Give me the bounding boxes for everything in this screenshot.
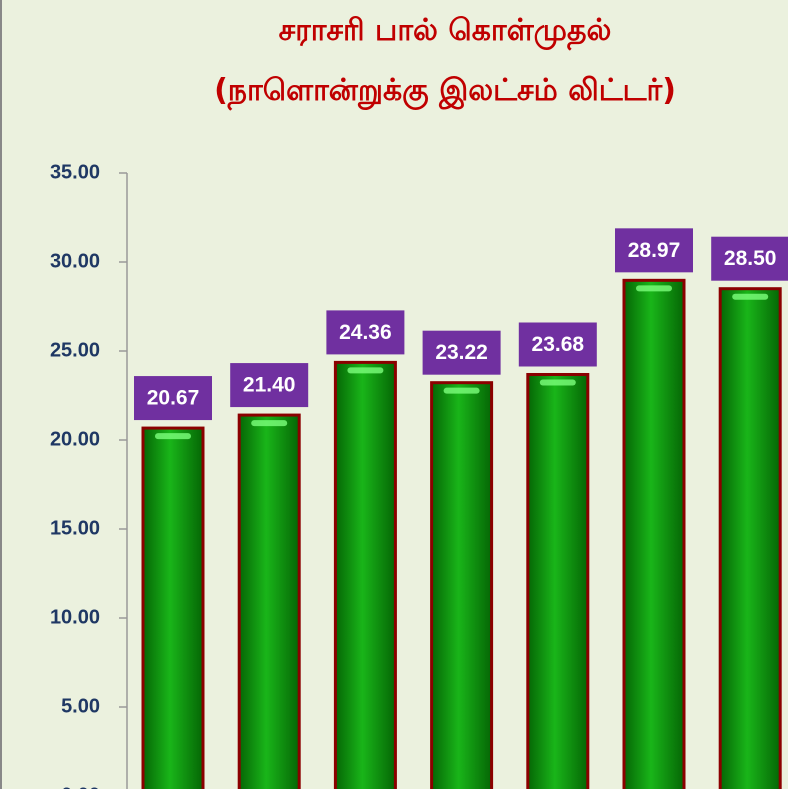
value-label-box — [518, 322, 597, 367]
y-tick-label: 10.00 — [50, 606, 100, 628]
value-label-box — [615, 228, 693, 273]
chart-title: சராசரி பால் கொள்முதல் — [279, 13, 612, 51]
bar — [718, 287, 782, 789]
bar — [526, 372, 590, 789]
bar-highlight — [155, 433, 191, 440]
value-label: 23.22 — [435, 341, 488, 364]
value-label: 28.97 — [628, 239, 681, 262]
y-tick-label: 5.00 — [61, 695, 100, 717]
value-label-box — [711, 236, 788, 281]
y-tick-label: 35.00 — [50, 161, 100, 183]
bar — [622, 278, 686, 789]
bar-highlight — [347, 367, 384, 374]
bar — [430, 381, 494, 789]
value-label: 23.68 — [532, 333, 585, 356]
bar-highlight — [539, 379, 576, 386]
bar-highlight — [251, 420, 288, 427]
bar — [333, 360, 397, 789]
value-label: 21.40 — [243, 374, 296, 397]
value-label-box — [422, 330, 501, 375]
value-label-box — [326, 310, 405, 355]
value-label-box — [230, 363, 309, 408]
y-tick-label: 30.00 — [50, 250, 100, 272]
value-label: 20.67 — [147, 387, 200, 410]
y-tick-label: 25.00 — [50, 339, 100, 361]
bar — [141, 426, 205, 789]
y-tick-label: 0.00 — [61, 784, 100, 789]
y-tick-label: 20.00 — [50, 428, 100, 450]
bar-highlight — [732, 293, 769, 300]
value-label: 24.36 — [339, 321, 392, 344]
bar — [237, 413, 301, 789]
value-label-box — [134, 376, 212, 421]
bar-highlight — [443, 387, 480, 394]
y-tick-label: 15.00 — [50, 517, 100, 539]
chart-subtitle: (நாளொன்றுக்கு இலட்சம் லிட்டர்) — [214, 73, 676, 111]
value-label: 28.50 — [724, 247, 777, 270]
bar-highlight — [636, 285, 672, 292]
